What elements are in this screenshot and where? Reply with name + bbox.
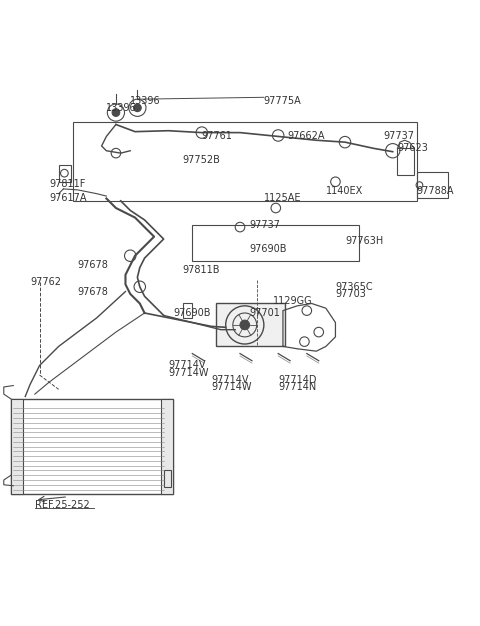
Text: 13396: 13396 xyxy=(107,103,137,113)
Text: 97714W: 97714W xyxy=(211,382,252,392)
Text: 97737: 97737 xyxy=(383,131,414,141)
Text: 97763H: 97763H xyxy=(345,237,383,247)
Text: 97762: 97762 xyxy=(30,277,61,287)
Bar xyxy=(216,304,285,346)
Bar xyxy=(59,165,71,182)
Bar xyxy=(161,399,173,495)
Circle shape xyxy=(133,104,141,111)
Circle shape xyxy=(240,320,250,330)
Text: REF.25-252: REF.25-252 xyxy=(35,500,90,510)
Text: 13396: 13396 xyxy=(130,96,161,106)
Bar xyxy=(192,225,360,260)
Text: 97703: 97703 xyxy=(336,289,366,299)
Text: 97617A: 97617A xyxy=(49,193,86,203)
Bar xyxy=(73,122,417,201)
Text: 97714N: 97714N xyxy=(278,382,316,392)
Bar xyxy=(183,304,192,318)
Circle shape xyxy=(112,109,120,116)
Text: 97714V: 97714V xyxy=(211,375,249,385)
Text: 97752B: 97752B xyxy=(183,155,221,165)
Text: 97788A: 97788A xyxy=(417,187,454,197)
Bar xyxy=(164,471,171,487)
Bar xyxy=(11,399,23,495)
Text: 97737: 97737 xyxy=(250,220,280,230)
Text: 97714W: 97714W xyxy=(168,367,209,377)
Text: 97678: 97678 xyxy=(78,260,108,270)
Text: 97761: 97761 xyxy=(202,131,233,141)
Text: 97690B: 97690B xyxy=(173,308,211,318)
Text: 97690B: 97690B xyxy=(250,244,287,254)
Text: 97775A: 97775A xyxy=(264,96,301,106)
Text: 97811F: 97811F xyxy=(49,179,85,189)
Text: 97365C: 97365C xyxy=(336,282,373,292)
Text: 97811B: 97811B xyxy=(183,265,220,275)
Text: 97701: 97701 xyxy=(250,308,280,318)
Text: 1140EX: 1140EX xyxy=(326,187,363,197)
Text: 1129GG: 1129GG xyxy=(274,296,313,306)
Text: 97714D: 97714D xyxy=(278,375,317,385)
Text: 97623: 97623 xyxy=(397,143,428,153)
Text: 1125AE: 1125AE xyxy=(264,193,301,203)
Bar xyxy=(397,148,414,175)
Bar xyxy=(11,399,173,495)
Text: 97662A: 97662A xyxy=(288,131,325,141)
Bar xyxy=(417,172,447,198)
Text: 97678: 97678 xyxy=(78,287,108,297)
Text: 97714V: 97714V xyxy=(168,361,206,371)
